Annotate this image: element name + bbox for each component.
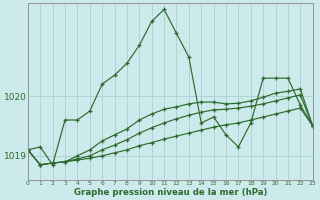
- X-axis label: Graphe pression niveau de la mer (hPa): Graphe pression niveau de la mer (hPa): [74, 188, 267, 197]
